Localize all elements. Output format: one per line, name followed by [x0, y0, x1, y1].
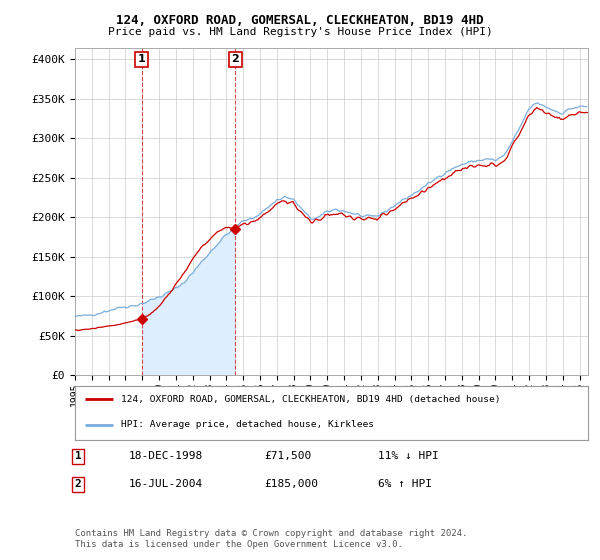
Text: 16-JUL-2004: 16-JUL-2004 [129, 479, 203, 489]
Text: 124, OXFORD ROAD, GOMERSAL, CLECKHEATON, BD19 4HD (detached house): 124, OXFORD ROAD, GOMERSAL, CLECKHEATON,… [121, 395, 500, 404]
Text: 124, OXFORD ROAD, GOMERSAL, CLECKHEATON, BD19 4HD: 124, OXFORD ROAD, GOMERSAL, CLECKHEATON,… [116, 14, 484, 27]
Text: 11% ↓ HPI: 11% ↓ HPI [378, 451, 439, 461]
Text: 1: 1 [138, 54, 146, 64]
Text: Price paid vs. HM Land Registry's House Price Index (HPI): Price paid vs. HM Land Registry's House … [107, 27, 493, 37]
Text: Contains HM Land Registry data © Crown copyright and database right 2024.
This d: Contains HM Land Registry data © Crown c… [75, 529, 467, 549]
Text: 2: 2 [74, 479, 82, 489]
Text: 6% ↑ HPI: 6% ↑ HPI [378, 479, 432, 489]
Text: 18-DEC-1998: 18-DEC-1998 [129, 451, 203, 461]
Text: HPI: Average price, detached house, Kirklees: HPI: Average price, detached house, Kirk… [121, 420, 374, 429]
Text: £185,000: £185,000 [264, 479, 318, 489]
Text: £71,500: £71,500 [264, 451, 311, 461]
Text: 1: 1 [74, 451, 82, 461]
Text: 2: 2 [232, 54, 239, 64]
